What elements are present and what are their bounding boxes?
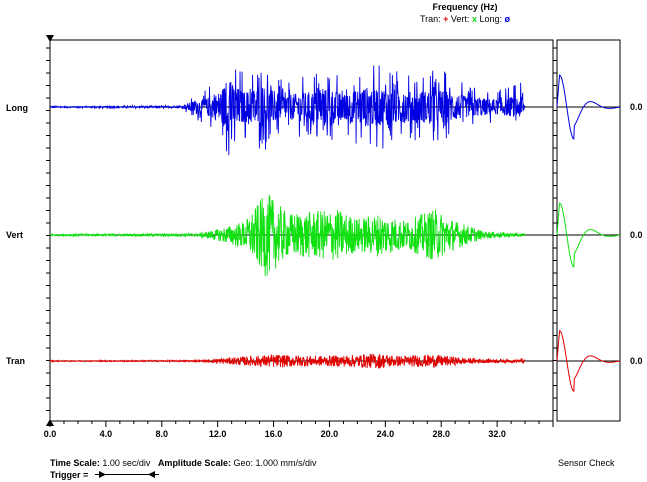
legend-item-tran-label: Tran: (419, 14, 441, 24)
pulse-long (556, 74, 621, 140)
trace-long (49, 65, 526, 156)
sensor-check-pulses (556, 74, 621, 393)
legend-item-tran-symbol: + (443, 14, 449, 24)
legend: Tran: + Vert: x Long: ø (395, 14, 535, 24)
trigger-info: Trigger = (50, 469, 161, 480)
time-scale-value: 1.00 sec/div (102, 458, 151, 468)
zero-label-long: 0.0 (630, 102, 643, 112)
legend-item-vert-label: Vert: (450, 14, 470, 24)
time-scale-label: Time Scale: (50, 458, 100, 468)
trace-tran (49, 353, 526, 369)
amplitude-scale-label: Amplitude Scale: (157, 458, 231, 468)
x-tick-label: 32.0 (488, 429, 506, 439)
trigger-label: Trigger = (50, 470, 89, 480)
x-tick-labels: 0.0 4.0 8.0 12.0 16.0 20.0 24.0 28.0 32.0 (44, 429, 506, 439)
legend-item-vert-symbol: x (471, 14, 477, 24)
x-tick-label: 16.0 (265, 429, 283, 439)
channel-label-tran: Tran (6, 356, 26, 366)
trigger-markers (46, 35, 54, 426)
x-tick-label: 8.0 (156, 429, 169, 439)
x-tick-label: 0.0 (44, 429, 57, 439)
x-tick-label: 4.0 (100, 429, 113, 439)
amplitude-scale-value: Geo: 1.000 mm/s/div (233, 458, 317, 468)
trigger-symbol-icon (94, 471, 159, 478)
trace-vert (49, 194, 526, 277)
legend-title: Frequency (Hz) (432, 2, 498, 12)
channel-label-vert: Vert (6, 230, 24, 240)
waveform-traces (49, 65, 526, 369)
channel-label-long: Long (6, 103, 28, 113)
legend-item-long-symbol: ø (504, 14, 511, 24)
sensor-check-label: Sensor Check (558, 458, 615, 468)
legend-item-long-label: Long: (479, 14, 503, 24)
x-tick-label: 24.0 (377, 429, 395, 439)
pulse-tran (556, 329, 621, 393)
zero-label-vert: 0.0 (630, 230, 643, 240)
scale-info: Time Scale: 1.00 sec/div Amplitude Scale… (50, 458, 317, 468)
x-tick-label: 20.0 (321, 429, 339, 439)
trigger-marker-bottom (46, 419, 54, 426)
trigger-marker-top (46, 35, 54, 42)
zero-label-tran: 0.0 (630, 356, 643, 366)
x-tick-label: 12.0 (209, 429, 227, 439)
pulse-vert (556, 202, 621, 268)
x-tick-label: 28.0 (432, 429, 450, 439)
